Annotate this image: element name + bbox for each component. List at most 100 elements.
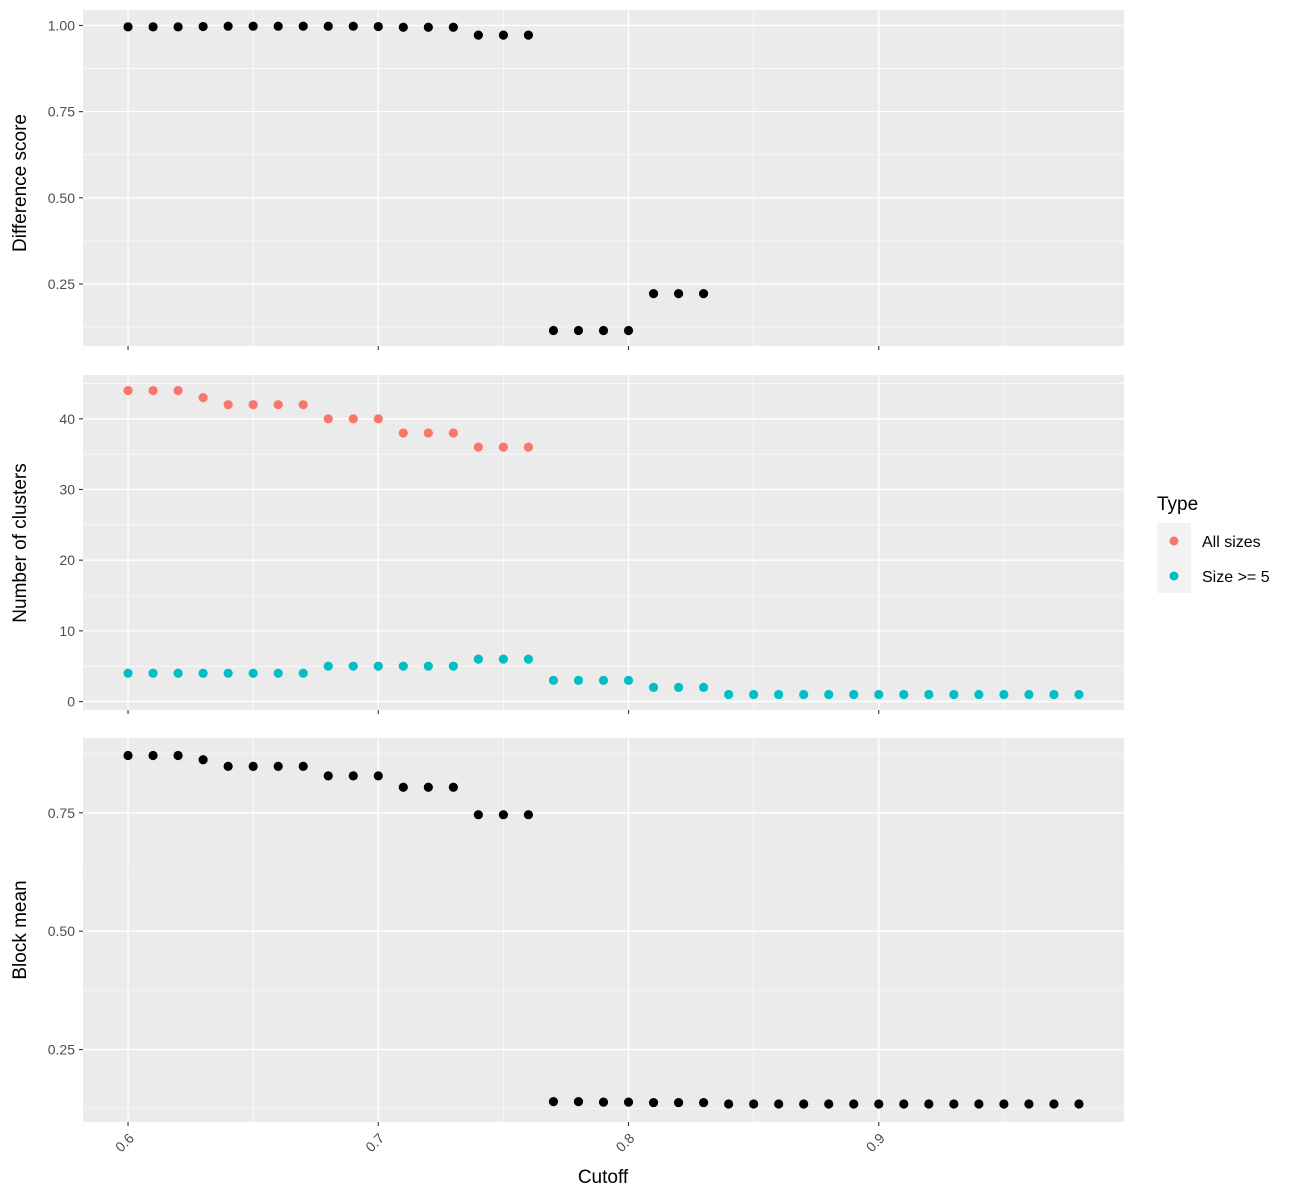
data-point: [473, 442, 483, 452]
data-point: [448, 428, 458, 438]
data-point: [373, 771, 383, 781]
data-point: [348, 21, 358, 31]
y-tick-label: 10: [59, 623, 75, 639]
data-point: [648, 682, 659, 692]
data-point: [698, 289, 709, 299]
data-point: [123, 385, 133, 396]
legend-key-size-ge-5: [1169, 571, 1179, 581]
data-point: [1049, 1099, 1059, 1109]
data-point: [148, 385, 158, 396]
data-point: [198, 755, 208, 765]
y-axis-title: Number of clusters: [10, 463, 31, 622]
data-point: [924, 1099, 934, 1109]
data-point: [623, 325, 634, 336]
y-tick-label: 0.25: [48, 276, 75, 292]
data-point: [398, 428, 408, 438]
legend-key-background: [1157, 523, 1191, 593]
panel-number-of-clusters: 0 10 20 30 40 Number of clusters: [10, 375, 1124, 714]
data-point: [824, 1099, 834, 1109]
data-point: [1024, 1099, 1034, 1109]
data-point: [173, 750, 183, 761]
y-tick-label: 0.50: [48, 923, 75, 939]
data-point: [173, 668, 183, 678]
legend-label-size-ge-5: Size >= 5: [1202, 569, 1270, 586]
data-point: [899, 1099, 909, 1109]
data-point: [924, 689, 934, 700]
data-point: [448, 22, 458, 32]
data-point: [298, 21, 308, 31]
data-point: [849, 689, 859, 700]
data-point: [548, 1097, 559, 1107]
data-point: [398, 661, 408, 671]
panel-background: [83, 738, 1124, 1122]
data-point: [749, 689, 759, 700]
data-point: [148, 22, 158, 32]
data-point: [949, 689, 959, 700]
data-point: [1074, 1099, 1084, 1109]
data-point: [724, 689, 734, 700]
data-point: [298, 400, 308, 410]
data-point: [548, 325, 559, 336]
legend-label-all-sizes: All sizes: [1202, 534, 1261, 551]
data-point: [423, 661, 433, 671]
data-point: [999, 1099, 1009, 1109]
data-point: [623, 675, 634, 685]
legend-key-all-sizes: [1169, 536, 1179, 546]
data-point: [223, 400, 233, 410]
data-point: [498, 30, 509, 40]
data-point: [373, 21, 383, 32]
data-point: [498, 810, 509, 820]
data-point: [824, 689, 834, 700]
data-point: [648, 1097, 659, 1108]
data-point: [573, 325, 584, 336]
data-point: [223, 668, 233, 678]
data-point: [1074, 689, 1084, 700]
data-point: [473, 810, 483, 820]
y-axis-title: Difference score: [10, 114, 31, 252]
data-point: [548, 675, 559, 685]
y-tick-label: 40: [59, 411, 75, 427]
data-point: [173, 385, 183, 396]
legend: Type All sizes Size >= 5: [1157, 494, 1270, 593]
data-point: [774, 1099, 784, 1109]
data-point: [573, 675, 584, 685]
data-point: [248, 21, 258, 31]
data-point: [398, 22, 408, 32]
data-point: [623, 1097, 634, 1107]
data-point: [323, 771, 333, 781]
data-point: [398, 782, 408, 792]
data-point: [348, 661, 358, 671]
data-point: [298, 761, 308, 772]
data-point: [473, 654, 483, 664]
data-point: [698, 682, 709, 692]
data-point: [498, 442, 509, 452]
y-tick-label: 0.25: [48, 1042, 75, 1058]
data-point: [523, 30, 534, 40]
data-point: [523, 810, 534, 820]
data-point: [799, 689, 809, 700]
data-point: [1049, 689, 1059, 700]
data-point: [223, 761, 233, 772]
data-point: [849, 1099, 859, 1109]
data-point: [648, 289, 659, 299]
data-point: [273, 400, 283, 410]
data-point: [148, 668, 158, 678]
data-point: [999, 689, 1009, 700]
data-point: [273, 761, 283, 772]
y-tick-label: 30: [59, 481, 75, 497]
data-point: [598, 675, 609, 685]
data-point: [423, 428, 433, 438]
y-axis-title: Block mean: [10, 880, 31, 979]
data-point: [323, 21, 333, 31]
data-point: [598, 1097, 609, 1107]
data-point: [148, 750, 158, 761]
data-point: [423, 22, 433, 32]
data-point: [323, 414, 333, 424]
data-point: [348, 414, 358, 424]
data-point: [949, 1099, 959, 1109]
data-point: [673, 1097, 684, 1108]
data-point: [448, 661, 458, 671]
data-point: [799, 1099, 809, 1109]
